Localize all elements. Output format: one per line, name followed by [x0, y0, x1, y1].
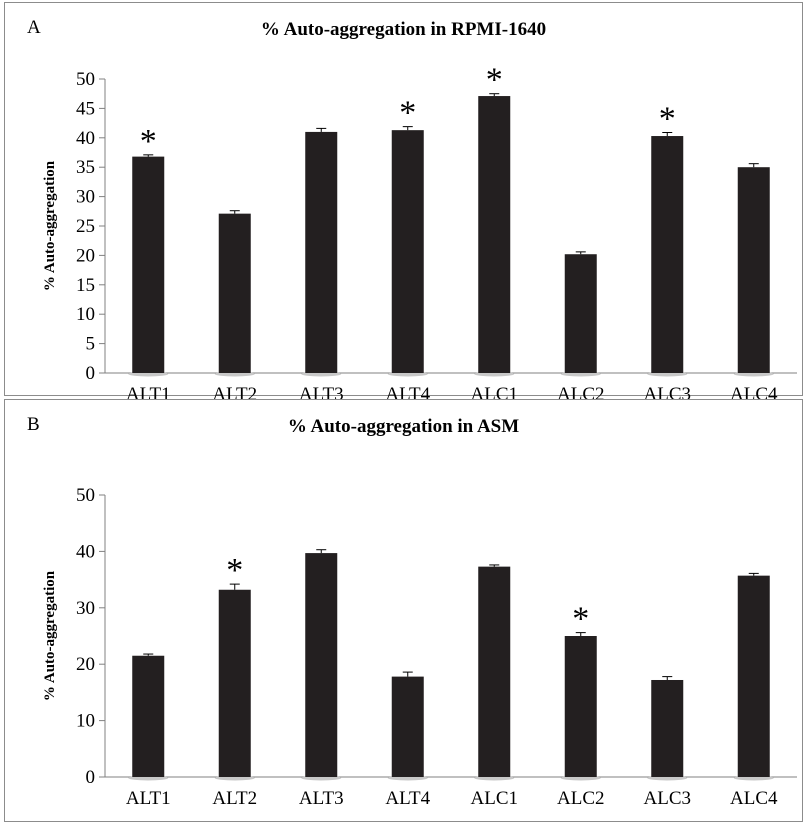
significance-marker: *: [399, 95, 416, 132]
chart-title-a: % Auto-aggregation in RPMI-1640: [260, 19, 547, 40]
significance-marker: *: [572, 601, 589, 638]
bar: [737, 167, 770, 373]
x-tick-label: ALT4: [385, 788, 430, 809]
y-axis-title: % Auto-aggregation: [42, 570, 58, 701]
bar: [218, 213, 251, 373]
y-tick-label: 10: [76, 711, 95, 732]
y-tick-label: 5: [86, 334, 96, 355]
bar: [305, 131, 338, 373]
significance-marker: *: [659, 101, 676, 138]
bar: [651, 679, 684, 777]
bar: [478, 96, 511, 373]
panel-letter-a: A: [27, 17, 41, 38]
bar: [132, 156, 165, 373]
x-tick-label: ALC4: [730, 788, 778, 809]
chart-panel-a: A % Auto-aggregation in RPMI-1640 0 5 10 15…: [4, 2, 803, 405]
bar: [564, 636, 597, 777]
bar: [564, 254, 597, 373]
y-tick-label: 40: [76, 541, 95, 562]
chart-panel-b: B % Auto-aggregation in ASM 0 10 20 30 40 50%…: [4, 399, 803, 822]
y-tick-label: 20: [76, 245, 95, 266]
bar: [218, 589, 251, 777]
y-axis-title: % Auto-aggregation: [42, 160, 58, 291]
x-tick-label: ALT3: [299, 788, 344, 809]
panel-letter-b: B: [27, 414, 40, 435]
y-tick-label: 15: [76, 275, 95, 296]
y-tick-label: 45: [76, 98, 95, 119]
significance-marker: *: [226, 552, 243, 589]
bar: [305, 553, 338, 777]
y-tick-label: 40: [76, 128, 95, 149]
y-tick-label: 30: [76, 598, 95, 619]
bar: [737, 575, 770, 777]
x-tick-label: ALC2: [557, 788, 605, 809]
bar: [391, 130, 424, 373]
bar: [391, 676, 424, 777]
x-tick-label: ALT1: [126, 788, 171, 809]
bar: [651, 136, 684, 373]
y-tick-label: 0: [86, 767, 96, 788]
x-tick-label: ALT2: [212, 788, 257, 809]
y-tick-label: 20: [76, 654, 95, 675]
chart-title-b: % Auto-aggregation in ASM: [287, 416, 520, 437]
bar-chart-b: 0 10 20 30 40 50 % Auto-aggregation ALT1 ALT2 * AL…: [42, 485, 797, 809]
y-tick-label: 50: [76, 69, 95, 90]
bar: [132, 655, 165, 777]
y-tick-label: 25: [76, 216, 95, 237]
y-tick-label: 30: [76, 187, 95, 208]
y-tick-label: 50: [76, 485, 95, 506]
significance-marker: *: [486, 62, 503, 99]
y-tick-label: 10: [76, 304, 95, 325]
significance-marker: *: [140, 123, 157, 160]
y-tick-label: 35: [76, 157, 95, 178]
y-tick-label: 0: [86, 363, 96, 384]
x-tick-label: ALC1: [471, 788, 519, 809]
x-tick-label: ALC3: [644, 788, 692, 809]
bar: [478, 566, 511, 777]
